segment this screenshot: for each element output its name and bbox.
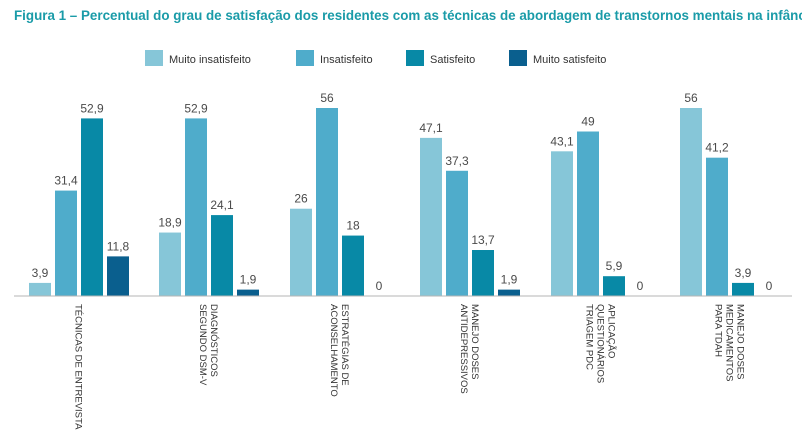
bar-insatisfeito-4 [446, 170, 468, 296]
category-label-line: ESTRATÉGIAS DE [339, 304, 350, 386]
value-label: 13,7 [471, 233, 495, 247]
bar-insatisfeito-2 [185, 118, 207, 297]
bars [29, 108, 754, 297]
bar-satisfeito-5 [603, 276, 625, 296]
bar-insatisfeito-6 [706, 157, 728, 296]
bar-muito-insatisfeito-4 [420, 137, 442, 296]
category-label-line: MEDICAMENTOS [724, 304, 735, 381]
category-label-line: TRIAGEM PDC [584, 304, 595, 370]
legend-item-satisfeito: Satisfeito [406, 50, 475, 66]
value-label: 49 [581, 115, 595, 129]
value-label: 56 [320, 91, 334, 105]
category-label-line: QUESTIONÁRIOS [595, 304, 606, 383]
value-label: 18,9 [158, 216, 182, 230]
value-labels: 3,9 31,4 52,9 11,8 18,9 52,9 24,1 1,9 26 56 18 0 47,… [32, 91, 773, 293]
category-label-line: MANEJO DOSES [735, 304, 746, 380]
bar-muito-insatisfeito-1 [29, 282, 51, 296]
legend-label: Insatisfeito [320, 54, 373, 66]
category-label-line: SEGUNDO DSM-V [197, 304, 208, 386]
bar-muito-insatisfeito-5 [551, 151, 573, 296]
value-label: 52,9 [184, 101, 208, 115]
legend-item-muito-satisfeito: Muito satisfeito [509, 50, 606, 66]
value-label: 18 [346, 219, 360, 233]
category-label-line: ANTIDEPRESSIVOS [458, 304, 469, 394]
bar-muito-satisfeito-2 [237, 289, 259, 296]
bar-muito-insatisfeito-3 [290, 208, 312, 296]
bar-satisfeito-1 [81, 118, 103, 297]
value-label: 52,9 [80, 101, 104, 115]
bar-muito-satisfeito-4 [498, 289, 520, 296]
category-label-line: PARA TDAH [713, 304, 724, 357]
value-label: 24,1 [210, 198, 234, 212]
legend-label: Muito insatisfeito [169, 54, 251, 66]
legend-item-insatisfeito: Insatisfeito [296, 50, 373, 66]
value-label: 56 [684, 91, 698, 105]
value-label: 11,8 [107, 239, 130, 253]
value-label: 31,4 [54, 174, 78, 188]
value-label: 0 [376, 279, 383, 293]
bar-satisfeito-6 [732, 282, 754, 296]
chart-title: Figura 1 – Percentual do grau de satisfa… [14, 8, 802, 23]
bar-muito-insatisfeito-6 [680, 108, 702, 296]
bar-insatisfeito-3 [316, 108, 338, 296]
category-label-line: DIAGNÓSTICOS [208, 304, 219, 377]
bar-satisfeito-3 [342, 235, 364, 296]
value-label: 0 [637, 279, 644, 293]
legend-swatch [145, 50, 163, 66]
bar-muito-satisfeito-1 [107, 256, 129, 296]
legend-swatch [509, 50, 527, 66]
bar-insatisfeito-1 [55, 190, 77, 296]
category-label-line: MANEJO DOSES [469, 304, 480, 380]
value-label: 3,9 [735, 266, 752, 280]
category-label-line: APLICAÇÃO [606, 304, 617, 358]
legend: Muito insatisfeito Insatisfeito Satisfeito… [145, 50, 606, 66]
category-label-1: TÉCNICAS DE ENTREVISTA [73, 304, 84, 430]
value-label: 47,1 [419, 121, 443, 135]
value-label: 5,9 [606, 259, 623, 273]
category-label-line: ACONSELHAMENTO [328, 304, 339, 397]
value-label: 0 [766, 279, 773, 293]
bar-satisfeito-4 [472, 250, 494, 296]
legend-label: Satisfeito [430, 54, 475, 66]
value-label: 43,1 [550, 134, 574, 148]
bar-satisfeito-2 [211, 215, 233, 296]
value-label: 37,3 [445, 154, 469, 168]
value-label: 1,9 [240, 273, 257, 287]
legend-label: Muito satisfeito [533, 54, 606, 66]
legend-swatch [406, 50, 424, 66]
legend-swatch [296, 50, 314, 66]
bar-muito-insatisfeito-2 [159, 232, 181, 296]
bar-insatisfeito-5 [577, 131, 599, 296]
legend-item-muito-insatisfeito: Muito insatisfeito [145, 50, 251, 66]
value-label: 3,9 [32, 266, 49, 280]
value-label: 41,2 [705, 141, 729, 155]
value-label: 1,9 [501, 273, 518, 287]
category-label-line: TÉCNICAS DE ENTREVISTA [73, 304, 84, 430]
value-label: 26 [294, 192, 308, 206]
category-labels: TÉCNICAS DE ENTREVISTA DIAGNÓSTICOSSEGUND… [73, 304, 746, 430]
